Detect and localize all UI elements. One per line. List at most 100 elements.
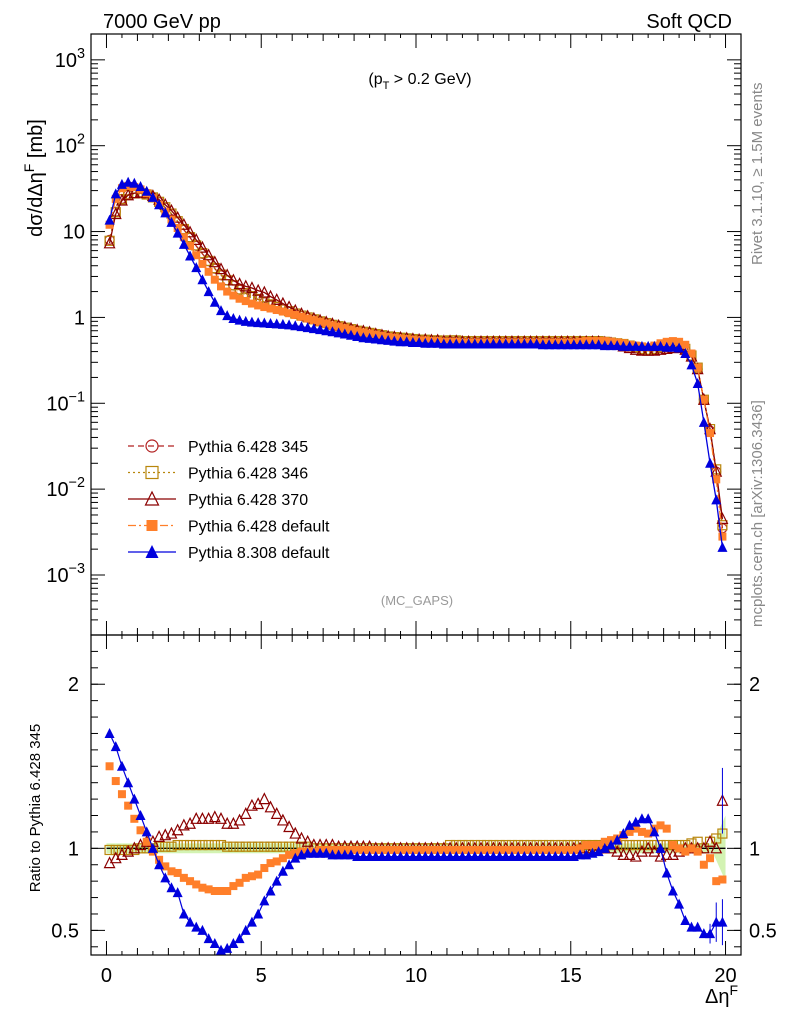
ratio-point bbox=[284, 859, 295, 870]
ratio-point bbox=[687, 844, 696, 853]
data-point bbox=[270, 293, 283, 305]
ratio-point bbox=[681, 847, 690, 856]
data-point bbox=[229, 291, 238, 300]
ratio-point bbox=[204, 885, 213, 894]
data-point bbox=[383, 334, 394, 345]
data-point bbox=[109, 207, 122, 220]
ratio-point bbox=[718, 875, 727, 884]
ratio-point bbox=[222, 942, 233, 953]
legend-marker bbox=[144, 490, 160, 506]
data-point bbox=[141, 185, 152, 196]
ratio-point bbox=[147, 842, 158, 853]
data-point bbox=[264, 289, 277, 302]
ratio-point bbox=[222, 841, 233, 852]
data-point bbox=[699, 395, 708, 404]
data-point bbox=[196, 240, 209, 253]
data-point bbox=[240, 315, 251, 326]
ratio-point bbox=[507, 845, 516, 854]
data-point bbox=[693, 363, 702, 372]
x-tick-label: 15 bbox=[560, 965, 582, 987]
ratio-point bbox=[656, 821, 665, 830]
ratio-point bbox=[253, 841, 264, 852]
data-point bbox=[339, 328, 350, 339]
ratio-point bbox=[576, 844, 585, 853]
ratio-point bbox=[229, 882, 238, 891]
ratio-point bbox=[191, 839, 202, 851]
legend-label: Pythia 6.428 370 bbox=[188, 492, 308, 509]
data-point bbox=[223, 287, 232, 296]
data-point bbox=[290, 320, 301, 331]
x-tick-label: 0 bbox=[101, 965, 112, 987]
data-point bbox=[308, 323, 319, 334]
header-right: Soft QCD bbox=[646, 11, 732, 33]
ratio-point bbox=[271, 841, 282, 852]
ratio-point bbox=[704, 834, 717, 847]
data-point bbox=[278, 307, 287, 316]
data-point bbox=[252, 283, 265, 296]
ratio-point bbox=[197, 839, 208, 851]
data-point bbox=[215, 262, 227, 275]
ratio-point bbox=[623, 848, 636, 860]
ratio-point bbox=[693, 847, 702, 856]
ratio-ytick-label: 1 bbox=[68, 838, 79, 860]
ratio-point bbox=[365, 845, 374, 854]
ratio-point bbox=[359, 845, 368, 854]
ratio-point bbox=[637, 827, 646, 836]
ratio-point bbox=[353, 845, 362, 854]
ratio-point bbox=[259, 841, 270, 852]
data-point bbox=[364, 332, 375, 343]
data-point bbox=[186, 241, 195, 250]
series-p8def bbox=[104, 176, 728, 552]
data-point bbox=[315, 324, 326, 335]
ratio-point bbox=[668, 841, 677, 850]
data-point bbox=[208, 255, 221, 268]
ratio-point bbox=[667, 885, 678, 896]
data-point bbox=[203, 286, 214, 297]
top-ylabel: dσ/dΔηF [mb] bbox=[21, 119, 47, 237]
data-point bbox=[178, 238, 189, 249]
ratio-point bbox=[161, 862, 170, 871]
data-point bbox=[215, 269, 227, 280]
data-point bbox=[284, 319, 295, 330]
ratio-point bbox=[290, 852, 301, 863]
data-point bbox=[258, 285, 271, 298]
data-point bbox=[129, 177, 140, 188]
data-point bbox=[316, 317, 325, 326]
ratio-point bbox=[421, 845, 430, 854]
ratio-point bbox=[142, 837, 151, 846]
data-point bbox=[190, 233, 203, 245]
data-point bbox=[327, 326, 338, 337]
ratio-point bbox=[272, 857, 281, 866]
ratio-point bbox=[446, 845, 455, 854]
data-point bbox=[266, 304, 275, 313]
ratio-point bbox=[433, 845, 442, 854]
ratio-point bbox=[661, 867, 672, 878]
legend-label: Pythia 6.428 345 bbox=[188, 439, 308, 456]
data-point bbox=[184, 225, 197, 238]
ratio-point bbox=[258, 792, 271, 805]
data-point bbox=[297, 312, 306, 321]
ratio-point bbox=[264, 800, 277, 813]
data-point bbox=[260, 303, 269, 312]
data-point bbox=[123, 176, 134, 187]
ratio-point bbox=[692, 921, 703, 932]
data-point bbox=[265, 317, 276, 328]
ratio-point bbox=[186, 877, 195, 886]
ratio-point bbox=[104, 844, 115, 856]
data-point bbox=[110, 188, 121, 199]
top-ytick-label: 1 bbox=[74, 307, 85, 329]
ratio-point bbox=[178, 908, 189, 919]
data-point bbox=[414, 337, 425, 348]
ratio-point bbox=[190, 811, 203, 824]
ratio-point bbox=[277, 865, 288, 876]
ratio-point bbox=[166, 882, 177, 893]
data-point bbox=[668, 337, 677, 346]
ratio-point bbox=[551, 845, 560, 854]
data-point bbox=[179, 233, 188, 242]
ratio-point bbox=[321, 847, 332, 858]
ratio-point bbox=[277, 841, 289, 852]
top-ytick-label: 10−1 bbox=[46, 389, 85, 415]
ratio-ytick-label: 0.5 bbox=[51, 920, 79, 942]
ratio-point bbox=[130, 814, 139, 823]
